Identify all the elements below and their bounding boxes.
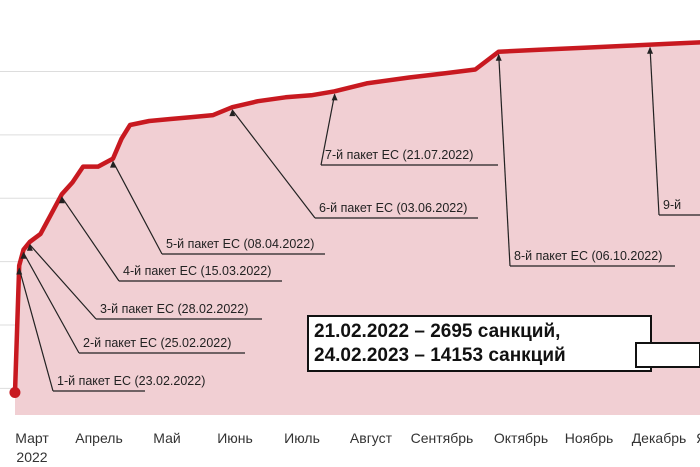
annotation-leader-1 (18, 268, 54, 392)
annotation-leader-3 (29, 244, 97, 320)
annotation-leader-4 (61, 196, 120, 282)
annotation-leader-5 (112, 161, 163, 255)
annotation-label-6: 6-й пакет ЕС (03.06.2022) (319, 201, 467, 215)
annotation-2: 2-й пакет ЕС (25.02.2022) (20, 251, 245, 354)
annotation-7: 7-й пакет ЕС (21.07.2022) (320, 93, 498, 166)
annotation-arrowhead-9 (647, 46, 654, 54)
annotation-4: 4-й пакет ЕС (15.03.2022) (58, 196, 282, 282)
annotation-arrowhead-2 (20, 251, 27, 259)
annotation-leader-2 (22, 252, 80, 354)
annotation-arrowhead-6 (229, 109, 236, 117)
x-tick-year-label: 2022 (16, 449, 47, 465)
annotation-label-8: 8-й пакет ЕС (06.10.2022) (514, 249, 662, 263)
annotation-label-7: 7-й пакет ЕС (21.07.2022) (325, 148, 473, 162)
x-tick-label-7: Октябрь (494, 430, 548, 446)
x-tick-label-1: Апрель (75, 430, 123, 446)
x-tick-label-4: Июль (284, 430, 320, 446)
annotation-9: 9-й (647, 46, 700, 216)
annotation-leader-8 (498, 54, 511, 267)
x-tick-label-10: Ян (696, 430, 700, 446)
annotation-3: 3-й пакет ЕС (28.02.2022) (26, 243, 262, 320)
x-tick-label-6: Сентябрь (411, 430, 474, 446)
annotation-leader-7 (320, 94, 336, 166)
summary-box-frame (307, 315, 652, 372)
annotation-label-5: 5-й пакет ЕС (08.04.2022) (166, 237, 314, 251)
x-tick-label-9: Декабрь (632, 430, 687, 446)
annotation-6: 6-й пакет ЕС (03.06.2022) (229, 109, 478, 219)
summary-box: 21.02.2022 – 2695 санкций, 24.02.2023 – … (307, 315, 700, 372)
annotation-arrowhead-8 (495, 53, 502, 61)
annotation-arrowhead-5 (109, 160, 116, 168)
x-tick-label-0: Март (15, 430, 49, 446)
annotation-label-1: 1-й пакет ЕС (23.02.2022) (57, 374, 205, 388)
series-line (12, 40, 700, 395)
annotation-8: 8-й пакет ЕС (06.10.2022) (495, 53, 675, 267)
annotation-label-3: 3-й пакет ЕС (28.02.2022) (100, 302, 248, 316)
summary-line-1: 21.02.2022 – 2695 санкций, (314, 321, 560, 342)
annotation-label-2: 2-й пакет ЕС (25.02.2022) (83, 336, 231, 350)
annotation-label-4: 4-й пакет ЕС (15.03.2022) (123, 264, 271, 278)
annotation-arrowhead-1 (16, 267, 23, 275)
annotations: 1-й пакет ЕС (23.02.2022) 2-й пакет ЕС (2… (16, 46, 700, 392)
annotation-leader-9 (649, 47, 660, 216)
annotation-5: 5-й пакет ЕС (08.04.2022) (109, 160, 325, 255)
x-tick-label-8: Ноябрь (565, 430, 614, 446)
x-tick-label-2: Май (153, 430, 180, 446)
x-axis-ticks: Март Апрель Май Июнь Июль Август Сентябрь Октяб… (15, 430, 700, 465)
annotation-label-9: 9-й (663, 198, 681, 212)
summary-tab (635, 342, 700, 368)
annotation-arrowhead-7 (331, 93, 338, 101)
annotation-arrowhead-4 (58, 196, 65, 204)
annotation-1: 1-й пакет ЕС (23.02.2022) (16, 267, 205, 392)
annotation-arrowhead-3 (26, 243, 33, 251)
x-tick-label-3: Июнь (217, 430, 253, 446)
summary-line-2: 24.02.2023 – 14153 санкций (314, 345, 566, 366)
annotation-leader-6 (231, 109, 316, 219)
x-tick-label-5: Август (350, 430, 393, 446)
start-point-marker (9, 386, 21, 398)
